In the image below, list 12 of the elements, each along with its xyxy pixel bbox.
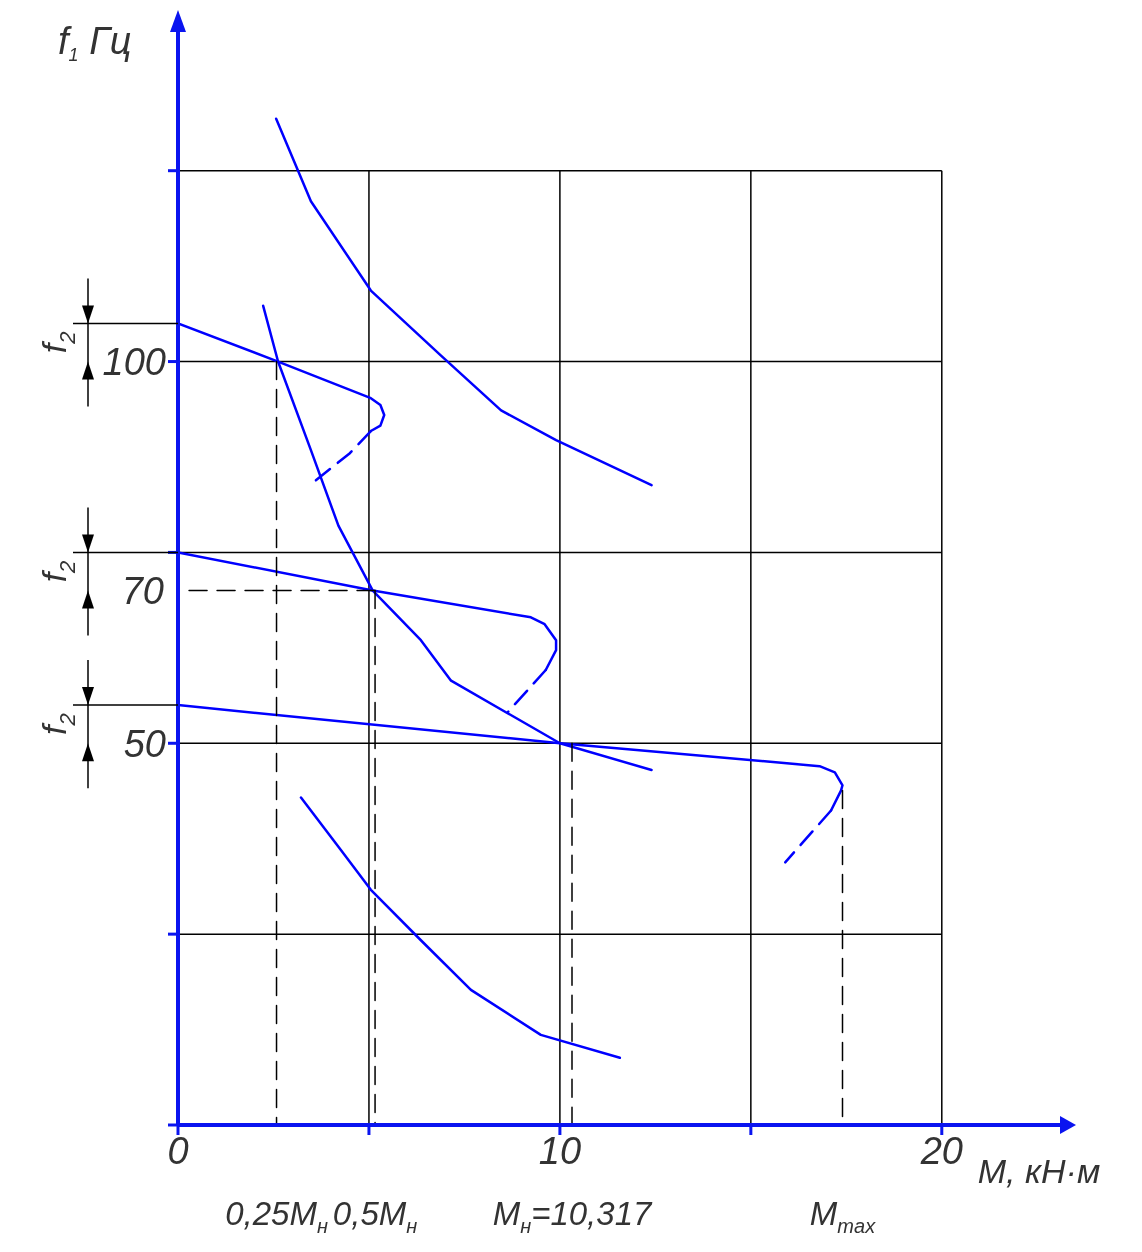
y-tick-label: 100 — [102, 341, 166, 384]
x-tick-label: 0 — [167, 1129, 189, 1172]
y-axis-title: f$_{1}$ Гц — [58, 20, 132, 66]
x-tick-label: 10 — [538, 1129, 582, 1172]
text: M$_{н}$=10,317 — [492, 1195, 653, 1237]
text: M$_{max}$ — [809, 1195, 877, 1237]
x-axis-title: M, кН·м — [977, 1152, 1101, 1190]
text: 0,5M$_{н}$ — [332, 1195, 418, 1237]
y-tick-label: 50 — [123, 722, 166, 765]
text: 0,25M$_{н}$ — [225, 1195, 328, 1237]
x-tick-label: 20 — [919, 1129, 963, 1172]
legend-label: 70 — [121, 569, 164, 612]
